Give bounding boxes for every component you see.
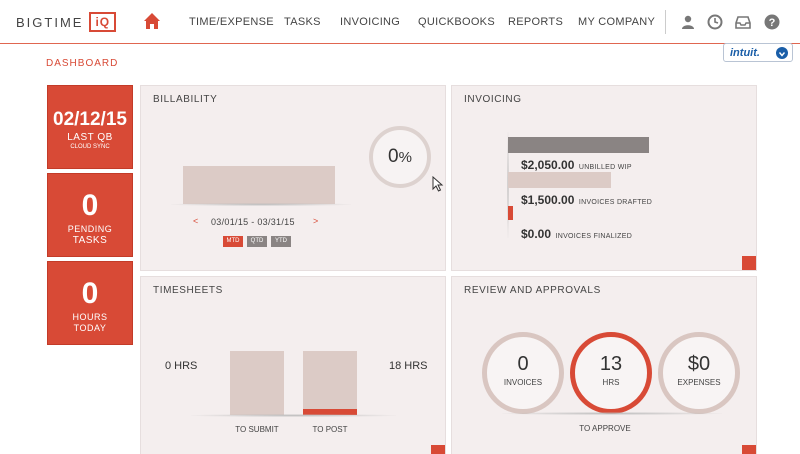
billability-percent-sign: % (398, 148, 412, 166)
nav-tasks[interactable]: TASKS (284, 16, 321, 28)
timesheets-min-label: 0 HRS (165, 360, 198, 372)
hrs-approval-label: HRS (602, 378, 620, 387)
unbilled-wip-row: $2,050.00 UNBILLED WIP (521, 156, 632, 174)
bar-shadow (171, 203, 351, 206)
timesheets-panel: TIMESHEETS 0 HRS 18 HRS TO SUBMIT TO POS… (140, 276, 446, 454)
pending-tasks-tile[interactable]: 0 PENDING TASKS (47, 173, 133, 257)
tasks-label: TASKS (72, 235, 108, 246)
invoices-drafted-row: $1,500.00 INVOICES DRAFTED (521, 191, 652, 209)
pending-label: PENDING (67, 224, 113, 234)
hrs-approval-count: 13 (599, 353, 623, 375)
invoices-approval-label: INVOICES (503, 378, 543, 387)
invoices-finalized-label: INVOICES FINALIZED (555, 233, 633, 240)
clock-icon[interactable] (707, 14, 723, 30)
invoices-approval-count: 0 (517, 353, 529, 375)
expenses-approval-count: $0 (687, 353, 711, 375)
invoices-drafted-label: INVOICES DRAFTED (578, 199, 653, 206)
logo-text: BIGTIME (16, 14, 84, 30)
billability-panel: BILLABILITY 0% < 03/01/15 - 03/31/15 > M… (140, 85, 446, 271)
unbilled-wip-bar (508, 137, 649, 153)
timesheets-title: TIMESHEETS (153, 285, 223, 296)
timesheets-max-label: 18 HRS (389, 360, 428, 372)
logo-iq-badge: iQ (89, 12, 117, 32)
to-approve-label: TO APPROVE (579, 424, 631, 433)
qb-sync-label: LAST QB (67, 132, 113, 143)
hours-today-tile[interactable]: 0 HOURS TODAY (47, 261, 133, 345)
period-mtd-button[interactable]: MTD (223, 236, 243, 247)
qb-sync-date: 02/12/15 (53, 109, 127, 130)
chevron-down-icon[interactable] (776, 47, 788, 59)
review-approvals-panel: REVIEW AND APPROVALS 0 INVOICES 13 HRS $… (451, 276, 757, 454)
home-icon[interactable] (143, 12, 161, 30)
invoicing-expand-button[interactable] (742, 256, 756, 270)
nav-invoicing[interactable]: INVOICING (340, 16, 401, 28)
billability-percent: 0 (388, 146, 399, 167)
help-icon[interactable]: ? (764, 14, 780, 30)
invoices-drafted-amount: $1,500.00 (521, 193, 575, 207)
to-post-bar (303, 351, 357, 415)
intuit-menu[interactable]: intuit. (723, 43, 793, 62)
nav-time-expense[interactable]: TIME/EXPENSE (189, 16, 274, 28)
invoices-finalized-amount: $0.00 (521, 227, 552, 241)
timesheets-expand-button[interactable] (431, 445, 445, 454)
qb-sync-tile[interactable]: 02/12/15 LAST QB CLOUD SYNC (47, 85, 133, 169)
unbilled-wip-label: UNBILLED WIP (578, 164, 632, 171)
nav-reports[interactable]: REPORTS (508, 16, 564, 28)
top-header: BIGTIME iQ TIME/EXPENSE TASKS INVOICING … (0, 0, 800, 44)
to-submit-bar (230, 351, 284, 415)
to-submit-label: TO SUBMIT (235, 425, 279, 434)
invoicing-title: INVOICING (464, 94, 522, 105)
invoices-finalized-row: $0.00 INVOICES FINALIZED (521, 225, 632, 243)
hours-today-count: 0 (81, 277, 99, 310)
svg-text:?: ? (769, 17, 776, 29)
billability-gauge: 0% (369, 126, 431, 188)
prev-period-button[interactable]: < (193, 216, 199, 226)
bigtime-logo[interactable]: BIGTIME iQ (16, 11, 117, 33)
today-label: TODAY (73, 323, 107, 333)
billability-bar (183, 166, 335, 204)
qb-sync-sublabel: CLOUD SYNC (70, 144, 110, 150)
to-post-bar-fill (303, 409, 357, 415)
invoices-finalized-bar (508, 206, 513, 220)
billability-title: BILLABILITY (153, 94, 218, 105)
pending-tasks-count: 0 (81, 189, 99, 222)
period-ytd-button[interactable]: YTD (271, 236, 291, 247)
hrs-approval-circle[interactable]: 13 HRS (570, 332, 652, 414)
nav-divider (665, 10, 666, 34)
expenses-approval-label: EXPENSES (677, 378, 721, 387)
period-qtd-button[interactable]: QTD (247, 236, 267, 247)
billability-date-range: 03/01/15 - 03/31/15 (211, 217, 295, 227)
invoices-drafted-bar (508, 172, 611, 188)
breadcrumb: DASHBOARD (46, 58, 119, 69)
unbilled-wip-amount: $2,050.00 (521, 158, 575, 172)
to-post-label: TO POST (312, 425, 348, 434)
hours-label: HOURS (72, 312, 108, 322)
intuit-logo: intuit. (730, 46, 760, 59)
review-shadow (502, 412, 722, 415)
invoices-approval-circle[interactable]: 0 INVOICES (482, 332, 564, 414)
mouse-cursor-icon (432, 176, 444, 192)
invoicing-panel: INVOICING $2,050.00 UNBILLED WIP $1,500.… (451, 85, 757, 271)
review-expand-button[interactable] (742, 445, 756, 454)
next-period-button[interactable]: > (313, 216, 319, 226)
nav-my-company[interactable]: MY COMPANY (578, 16, 656, 28)
timesheets-shadow (191, 414, 396, 417)
user-icon[interactable] (680, 14, 696, 30)
inbox-icon[interactable] (735, 14, 751, 30)
review-title: REVIEW AND APPROVALS (464, 285, 601, 296)
expenses-approval-circle[interactable]: $0 EXPENSES (658, 332, 740, 414)
nav-quickbooks[interactable]: QUICKBOOKS (418, 16, 495, 28)
